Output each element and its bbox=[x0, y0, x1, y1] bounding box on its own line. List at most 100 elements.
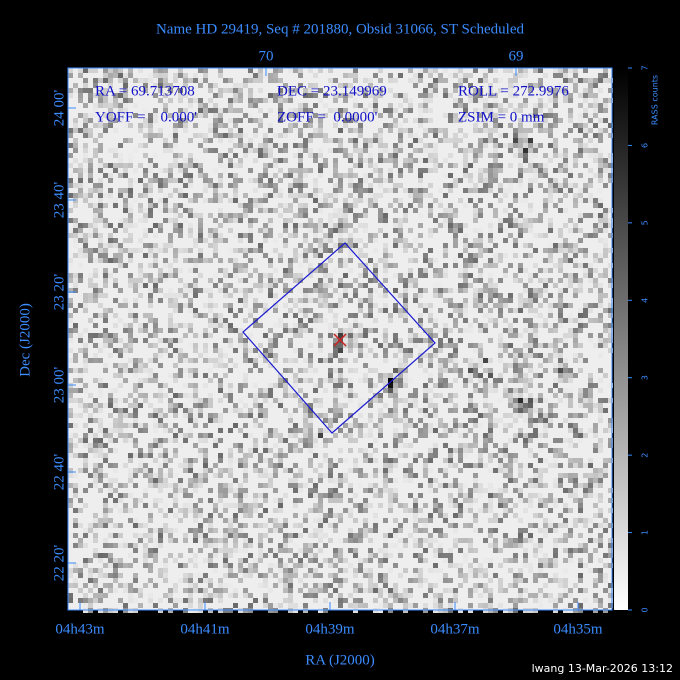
pixel bbox=[288, 388, 293, 393]
pixel bbox=[328, 353, 333, 358]
pixel bbox=[453, 68, 458, 73]
pixel bbox=[458, 503, 463, 508]
pixel bbox=[203, 398, 208, 403]
pixel bbox=[578, 288, 583, 293]
pixel bbox=[328, 473, 333, 478]
pixel bbox=[553, 393, 558, 398]
pixel bbox=[473, 293, 478, 298]
pixel bbox=[98, 478, 103, 483]
pixel bbox=[208, 243, 213, 248]
pixel bbox=[143, 188, 148, 193]
pixel bbox=[503, 498, 508, 503]
pixel bbox=[318, 288, 323, 293]
pixel bbox=[453, 98, 458, 103]
pixel bbox=[338, 303, 343, 308]
pixel bbox=[263, 163, 268, 168]
pixel bbox=[513, 403, 518, 408]
pixel bbox=[248, 93, 253, 98]
pixel bbox=[83, 238, 88, 243]
pixel bbox=[598, 313, 603, 318]
pixel bbox=[393, 288, 398, 293]
pixel bbox=[458, 488, 463, 493]
pixel bbox=[303, 438, 308, 443]
pixel bbox=[508, 123, 513, 128]
pixel bbox=[288, 433, 293, 438]
pixel bbox=[563, 223, 568, 228]
pixel bbox=[283, 218, 288, 223]
pixel bbox=[268, 128, 273, 133]
pixel bbox=[298, 188, 303, 193]
pixel bbox=[403, 413, 408, 418]
pixel bbox=[543, 233, 548, 238]
pixel bbox=[298, 348, 303, 353]
pixel bbox=[83, 253, 88, 258]
pixel bbox=[498, 153, 503, 158]
pixel bbox=[138, 123, 143, 128]
pixel bbox=[118, 173, 123, 178]
pixel bbox=[493, 488, 498, 493]
pixel bbox=[608, 283, 613, 288]
pixel bbox=[493, 378, 498, 383]
pixel bbox=[218, 488, 223, 493]
pixel bbox=[253, 198, 258, 203]
pixel bbox=[453, 233, 458, 238]
pixel bbox=[98, 448, 103, 453]
pixel bbox=[238, 268, 243, 273]
pixel bbox=[128, 153, 133, 158]
pixel bbox=[158, 198, 163, 203]
pixel bbox=[268, 153, 273, 158]
pixel bbox=[158, 178, 163, 183]
pixel bbox=[98, 473, 103, 478]
pixel bbox=[293, 333, 298, 338]
pixel bbox=[443, 358, 448, 363]
pixel bbox=[208, 468, 213, 473]
pixel bbox=[128, 478, 133, 483]
pixel bbox=[73, 253, 78, 258]
pixel bbox=[503, 253, 508, 258]
pixel bbox=[153, 83, 158, 88]
pixel bbox=[418, 118, 423, 123]
pixel bbox=[198, 143, 203, 148]
pixel bbox=[583, 483, 588, 488]
pixel bbox=[583, 78, 588, 83]
pixel bbox=[353, 213, 358, 218]
pixel bbox=[598, 108, 603, 113]
pixel bbox=[318, 413, 323, 418]
pixel bbox=[393, 78, 398, 83]
pixel bbox=[148, 483, 153, 488]
pixel bbox=[283, 238, 288, 243]
pixel bbox=[213, 233, 218, 238]
pixel bbox=[103, 513, 108, 518]
pixel bbox=[143, 208, 148, 213]
pixel bbox=[98, 423, 103, 428]
pixel bbox=[488, 263, 493, 268]
pixel bbox=[363, 488, 368, 493]
pixel bbox=[438, 373, 443, 378]
pixel bbox=[223, 168, 228, 173]
pixel bbox=[528, 148, 533, 153]
pixel bbox=[243, 253, 248, 258]
pixel bbox=[188, 458, 193, 463]
pixel bbox=[218, 498, 223, 503]
pixel bbox=[473, 343, 478, 348]
pixel bbox=[303, 423, 308, 428]
pixel bbox=[93, 123, 98, 128]
pixel bbox=[398, 398, 403, 403]
pixel bbox=[203, 358, 208, 363]
pixel bbox=[318, 243, 323, 248]
pixel bbox=[578, 263, 583, 268]
pixel bbox=[528, 113, 533, 118]
pixel bbox=[83, 148, 88, 153]
pixel bbox=[473, 243, 478, 248]
pixel bbox=[248, 433, 253, 438]
pixel bbox=[518, 153, 523, 158]
pixel bbox=[443, 158, 448, 163]
pixel bbox=[408, 493, 413, 498]
pixel bbox=[588, 263, 593, 268]
pixel bbox=[578, 123, 583, 128]
pixel bbox=[383, 488, 388, 493]
pixel bbox=[443, 253, 448, 258]
pixel bbox=[253, 393, 258, 398]
pixel bbox=[213, 238, 218, 243]
pixel bbox=[163, 338, 168, 343]
